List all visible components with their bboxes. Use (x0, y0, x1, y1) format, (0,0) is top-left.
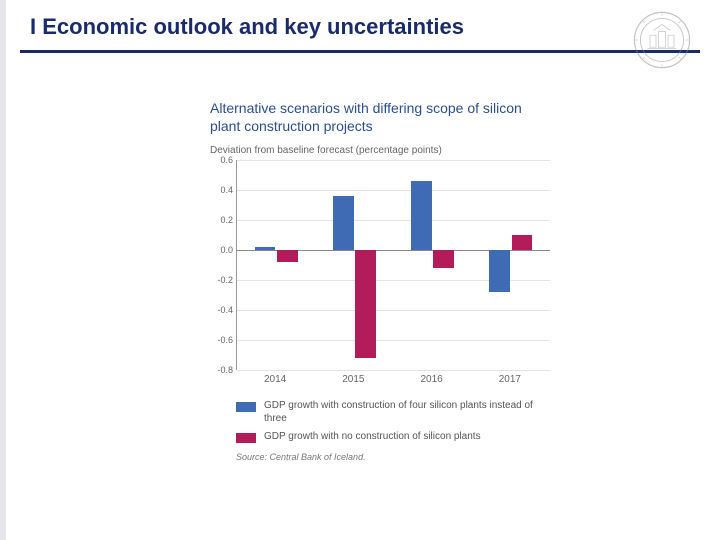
chart-legend: GDP growth with construction of four sil… (236, 400, 550, 444)
header: I Economic outlook and key uncertainties (30, 14, 630, 40)
chart-bar (411, 181, 432, 250)
legend-swatch (236, 433, 256, 443)
chart-source: Source: Central Bank of Iceland. (236, 452, 550, 462)
chart-bar (433, 250, 454, 268)
legend-item: GDP growth with construction of four sil… (236, 400, 550, 425)
legend-item: GDP growth with no construction of silic… (236, 431, 550, 444)
header-rule (20, 50, 700, 53)
chart-gridline (237, 160, 550, 161)
page-title: I Economic outlook and key uncertainties (30, 14, 464, 39)
chart-gridline (237, 310, 550, 311)
chart-plot-area: 0.60.40.20.0-0.2-0.4-0.6-0.8 (236, 160, 550, 370)
chart-bar (355, 250, 376, 358)
chart-ytick-label: 0.0 (209, 245, 233, 255)
chart-gridline (237, 340, 550, 341)
legend-label: GDP growth with no construction of silic… (264, 431, 481, 444)
chart-xlabel: 2017 (499, 374, 521, 385)
chart-ytick-label: -0.6 (209, 335, 233, 345)
chart-xlabel: 2014 (264, 374, 286, 385)
chart-ytick-label: 0.2 (209, 215, 233, 225)
chart-gridline (237, 220, 550, 221)
chart-subtitle: Deviation from baseline forecast (percen… (210, 145, 550, 156)
chart-bar (333, 196, 354, 250)
chart-container: Alternative scenarios with differing sco… (210, 100, 550, 462)
chart-ytick-label: 0.6 (209, 155, 233, 165)
chart-bar (277, 250, 298, 262)
sedlabanki-seal-icon (632, 10, 692, 70)
chart-ytick-label: -0.2 (209, 275, 233, 285)
slide-left-stripe (0, 0, 6, 540)
chart-ytick-label: -0.8 (209, 365, 233, 375)
chart-bar (489, 250, 510, 292)
legend-label: GDP growth with construction of four sil… (264, 400, 550, 425)
legend-swatch (236, 402, 256, 412)
chart-bar (512, 235, 533, 250)
chart-xlabel: 2016 (421, 374, 443, 385)
chart-ytick-label: 0.4 (209, 185, 233, 195)
chart-gridline (237, 190, 550, 191)
chart-bar (255, 247, 276, 250)
chart-title: Alternative scenarios with differing sco… (210, 100, 550, 135)
chart-ytick-label: -0.4 (209, 305, 233, 315)
chart-x-axis: 2014 2015 2016 2017 (236, 370, 550, 386)
chart-xlabel: 2015 (342, 374, 364, 385)
